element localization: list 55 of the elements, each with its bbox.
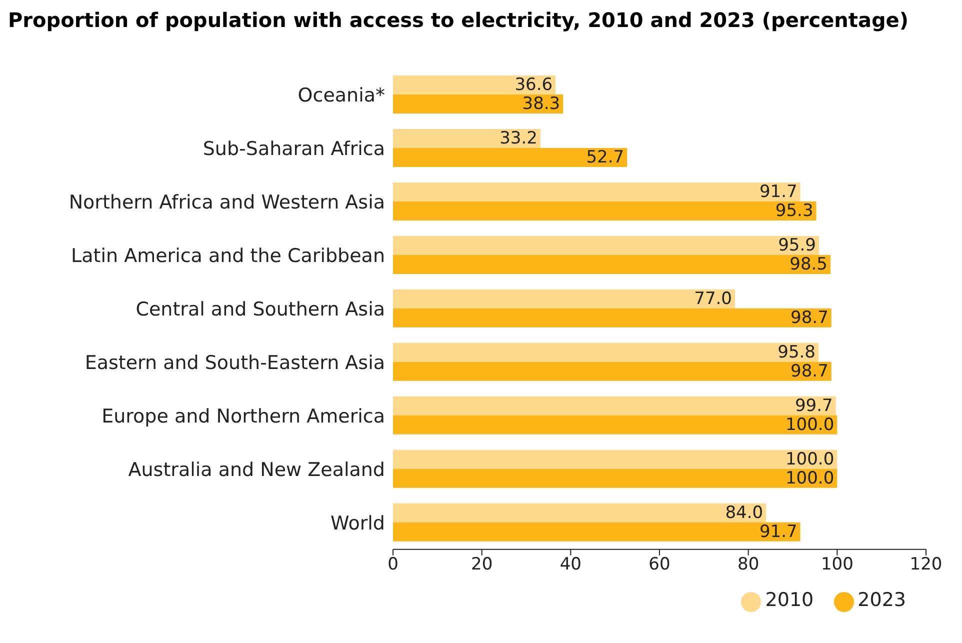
x-tick-label: 60 — [648, 554, 670, 574]
y-tick-label: Sub-Saharan Africa — [202, 138, 385, 160]
bar — [393, 254, 831, 274]
y-tick-label: Oceania* — [298, 84, 385, 106]
bar — [393, 503, 766, 522]
data-label: 95.3 — [775, 200, 814, 221]
x-tick-label: 20 — [471, 554, 493, 574]
data-label: 98.7 — [790, 361, 828, 382]
x-tick-label: 80 — [738, 554, 760, 574]
bar — [393, 342, 819, 362]
y-tick-label: Northern Africa and Western Asia — [68, 191, 385, 214]
bar — [393, 236, 819, 255]
data-label: 100.0 — [785, 449, 834, 470]
y-tick-label: Australia and New Zealand — [128, 458, 385, 481]
bar — [393, 308, 832, 328]
legend-label: 2023 — [858, 589, 906, 612]
bar — [393, 289, 736, 308]
x-tick-label: 120 — [910, 554, 942, 574]
data-label: 99.7 — [794, 396, 833, 416]
data-label: 98.5 — [790, 254, 828, 274]
legend-label: 2010 — [765, 589, 814, 612]
data-label: 84.0 — [725, 502, 764, 523]
data-label: 98.7 — [790, 308, 828, 328]
bar — [393, 396, 836, 416]
y-tick-label: Eastern and South-Eastern Asia — [84, 352, 385, 374]
x-tick-label: 0 — [388, 554, 398, 574]
bar — [393, 201, 816, 220]
data-label: 95.9 — [778, 235, 816, 256]
y-tick-label: Europe and Northern America — [102, 405, 385, 428]
bar — [393, 182, 800, 202]
chart-title: Proportion of population with access to electricity, 2010 and 2023 (percentage) — [8, 8, 910, 32]
bar — [393, 75, 556, 94]
data-label: 38.3 — [522, 94, 560, 114]
bar — [393, 128, 540, 148]
data-label: 100.0 — [785, 468, 834, 488]
x-tick-label: 100 — [820, 554, 854, 574]
data-label: 100.0 — [785, 414, 834, 435]
bar — [393, 415, 838, 434]
bar — [393, 450, 838, 469]
x-tick-label: 40 — [560, 554, 582, 574]
data-label: 36.6 — [514, 74, 553, 95]
bar — [393, 362, 832, 381]
bar — [393, 468, 838, 488]
data-label: 52.7 — [586, 147, 624, 168]
y-tick-label: Central and Southern Asia — [136, 298, 385, 320]
y-tick-label: Latin America and the Caribbean — [71, 244, 385, 267]
data-label: 77.0 — [694, 288, 732, 309]
bar — [393, 522, 800, 542]
data-label: 95.8 — [778, 342, 816, 362]
data-label: 91.7 — [759, 182, 798, 202]
bar — [393, 94, 564, 114]
y-tick-label: World — [330, 512, 385, 534]
data-label: 91.7 — [759, 522, 798, 542]
bar — [393, 148, 628, 167]
data-label: 33.2 — [500, 128, 538, 148]
